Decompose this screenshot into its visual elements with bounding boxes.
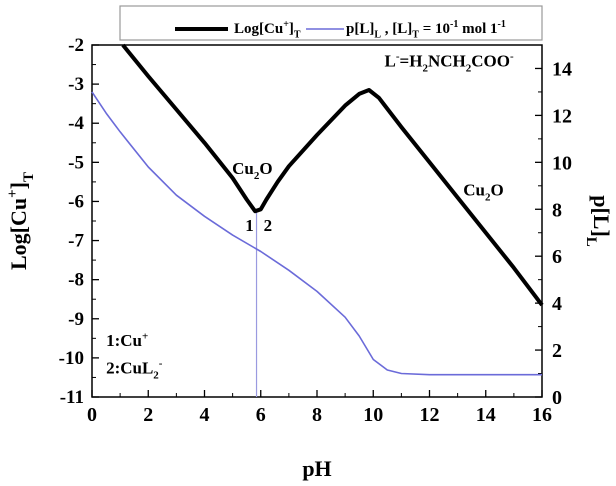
y-right-tick-label: 2: [552, 340, 562, 362]
y-left-tick-label: -10: [59, 348, 84, 369]
annotation-cu2o_right: Cu2O: [463, 181, 503, 204]
annotation-cu2o_left: Cu2O: [232, 159, 272, 182]
y-left-tick-label: -3: [68, 74, 84, 95]
y-left-tick-label: -9: [68, 309, 84, 330]
annotation-mark1: 1: [245, 216, 254, 235]
y-left-tick-label: -5: [68, 152, 84, 173]
x-tick-label: 2: [143, 404, 153, 426]
y-right-tick-label: 6: [552, 246, 562, 268]
y-right-tick-label: 0: [552, 387, 562, 409]
y-right-axis-label: p[L]L: [583, 195, 614, 247]
x-tick-label: 0: [87, 404, 97, 426]
annotation-species2: 2:CuL2-: [106, 358, 163, 382]
y-left-tick-label: -7: [68, 231, 84, 252]
y-right-tick-label: 8: [552, 199, 562, 221]
x-tick-label: 16: [532, 404, 552, 426]
x-tick-label: 14: [476, 404, 496, 426]
legend-label-logCu: Log[Cu+]T: [234, 19, 301, 41]
y-right-tick-label: 12: [552, 105, 572, 127]
x-tick-label: 8: [312, 404, 322, 426]
y-left-tick-label: -4: [68, 113, 84, 134]
legend-label-pL: p[L]L , [L]T = 10-1 mol 1-1: [346, 19, 506, 41]
x-axis-label: pH: [302, 456, 331, 481]
annotation-ligand: L-=H2NCH2COO-: [385, 51, 514, 75]
y-left-tick-label: -8: [68, 270, 84, 291]
y-right-tick-label: 10: [552, 152, 572, 174]
series-line-logCu: [121, 43, 544, 307]
y-left-axis-label: Log[Cu+]T: [5, 172, 37, 270]
y-right-tick-label: 4: [552, 293, 562, 315]
y-left-tick-label: -11: [60, 387, 84, 408]
x-tick-label: 4: [200, 404, 210, 426]
x-tick-label: 12: [420, 404, 440, 426]
x-tick-label: 6: [256, 404, 266, 426]
series-line-pL: [91, 91, 542, 376]
legend-box: [119, 5, 543, 41]
annotation-species1: 1:Cu+: [106, 330, 148, 350]
annotation-mark2: 2: [264, 216, 273, 235]
y-left-tick-label: -6: [68, 191, 84, 212]
y-left-tick-label: -2: [68, 35, 84, 56]
x-tick-label: 10: [363, 404, 383, 426]
y-right-tick-label: 14: [552, 58, 572, 80]
